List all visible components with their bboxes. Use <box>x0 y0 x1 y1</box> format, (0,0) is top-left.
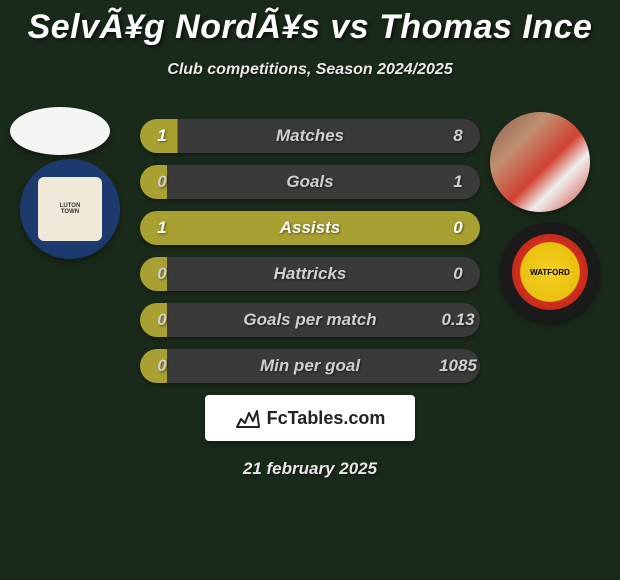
stat-left-value: 0 <box>140 356 184 376</box>
comparison-title: SelvÃ¥g NordÃ¥s vs Thomas Ince <box>0 0 620 47</box>
attribution-text: FcTables.com <box>267 408 386 429</box>
stat-label: Goals per match <box>184 310 436 330</box>
stat-label: Assists <box>184 218 436 238</box>
stat-row: 0Goals per match0.13 <box>140 303 480 337</box>
stat-left-value: 0 <box>140 264 184 284</box>
player1-photo <box>10 107 110 155</box>
stat-right-value: 1 <box>436 172 480 192</box>
stat-row: 0Hattricks0 <box>140 257 480 291</box>
stat-right-value: 0 <box>436 218 480 238</box>
stat-row: 1Assists0 <box>140 211 480 245</box>
stat-label: Hattricks <box>184 264 436 284</box>
stat-left-value: 0 <box>140 172 184 192</box>
stat-label: Goals <box>184 172 436 192</box>
stat-left-value: 1 <box>140 218 184 238</box>
luton-crest-icon: LUTONTOWN <box>38 177 102 241</box>
stat-left-value: 1 <box>140 126 184 146</box>
stat-left-value: 0 <box>140 310 184 330</box>
stat-right-value: 8 <box>436 126 480 146</box>
stat-right-value: 0 <box>436 264 480 284</box>
source-attribution: FcTables.com <box>205 395 415 441</box>
stat-row: 1Matches8 <box>140 119 480 153</box>
player1-club-badge: LUTONTOWN <box>20 159 120 259</box>
fctables-logo-icon <box>235 407 261 429</box>
comparison-subtitle: Club competitions, Season 2024/2025 <box>0 61 620 79</box>
comparison-content: LUTONTOWN WATFORD 1Matches80Goals11Assis… <box>0 107 620 479</box>
stats-table: 1Matches80Goals11Assists00Hattricks00Goa… <box>140 107 480 383</box>
stat-right-value: 1085 <box>436 356 480 376</box>
stat-row: 0Goals1 <box>140 165 480 199</box>
stat-right-value: 0.13 <box>436 310 480 330</box>
watford-crest-icon: WATFORD <box>512 234 588 310</box>
stat-label: Min per goal <box>184 356 436 376</box>
player2-club-badge: WATFORD <box>500 222 600 322</box>
stat-label: Matches <box>184 126 436 146</box>
stat-row: 0Min per goal1085 <box>140 349 480 383</box>
player2-photo <box>490 112 590 212</box>
comparison-date: 21 february 2025 <box>0 459 620 479</box>
